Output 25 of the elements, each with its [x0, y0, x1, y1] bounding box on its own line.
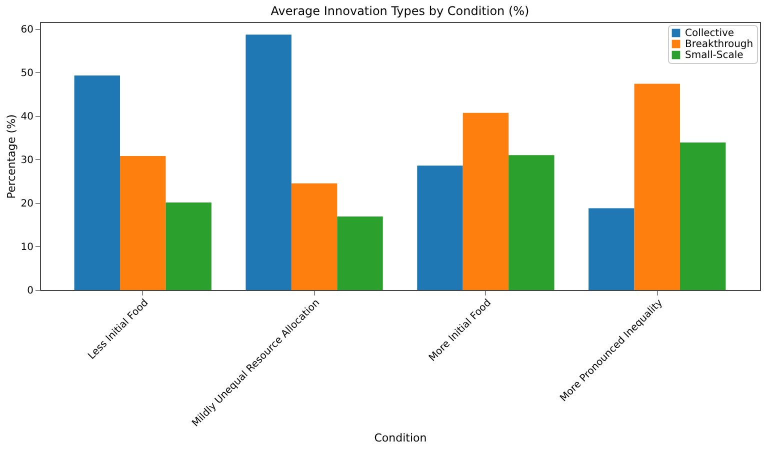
bar [417, 166, 463, 290]
y-tick-label: 50 [20, 68, 34, 79]
chart-title: Average Innovation Types by Condition (%) [270, 4, 530, 18]
bar [166, 202, 212, 290]
y-tick-label: 60 [20, 24, 34, 36]
legend-label: Breakthrough [685, 39, 754, 50]
bar [337, 216, 383, 290]
bar [74, 76, 120, 290]
bar [634, 84, 680, 290]
bar [588, 208, 634, 290]
y-tick-label: 40 [20, 111, 34, 122]
legend-label: Collective [685, 28, 734, 39]
bar [508, 155, 554, 290]
bar [291, 183, 338, 290]
bar [462, 112, 509, 290]
y-tick-label: 20 [20, 198, 34, 210]
y-axis-title: Percentage (%) [4, 114, 18, 199]
y-tick-label: 10 [20, 242, 34, 253]
y-tick-label: 30 [20, 154, 34, 166]
legend-label: Small-Scale [685, 50, 744, 61]
bar [680, 142, 726, 290]
bar [246, 34, 292, 290]
y-tick-label: 0 [27, 286, 34, 296]
bar [120, 156, 166, 290]
x-axis-title: Condition [374, 432, 427, 445]
